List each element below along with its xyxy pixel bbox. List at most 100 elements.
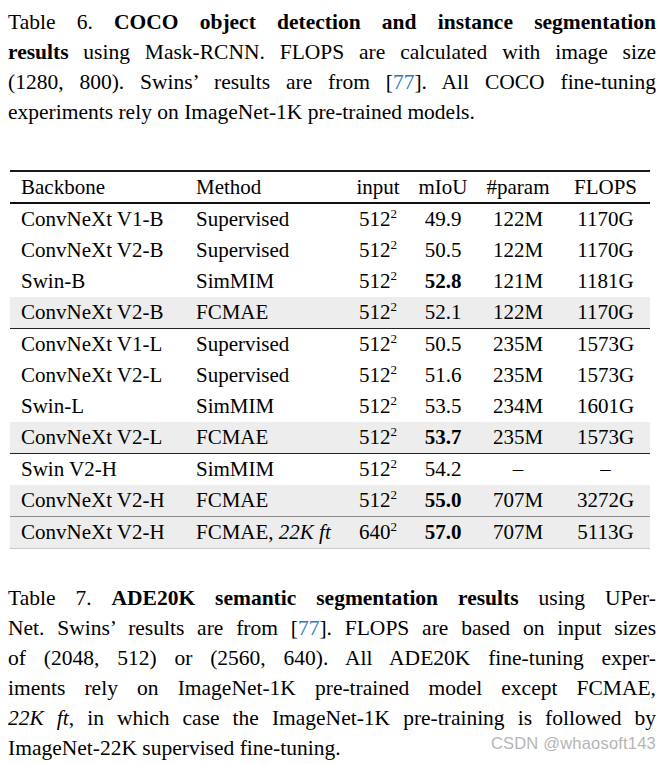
cell-param: 122M bbox=[475, 300, 561, 325]
method-text: FCMAE bbox=[196, 488, 268, 512]
input-exponent: 2 bbox=[390, 456, 397, 471]
cell-method: FCMAE bbox=[185, 488, 345, 513]
input-exponent: 2 bbox=[390, 299, 397, 314]
cell-input: 5122 bbox=[345, 332, 411, 357]
caption-line: iments rely on ImageNet-1K pre-trained m… bbox=[8, 673, 656, 703]
cell-backbone: ConvNeXt V1-B bbox=[10, 207, 185, 232]
cell-miou: 50.5 bbox=[411, 332, 475, 357]
cell-param: 235M bbox=[475, 363, 561, 388]
caption-text-segment: results bbox=[8, 40, 69, 64]
cell-input: 5122 bbox=[345, 457, 411, 482]
cell-miou: 49.9 bbox=[411, 207, 475, 232]
caption-text-segment: ImageNet-22K supervised fine-tuning. bbox=[8, 736, 341, 760]
cell-input: 5122 bbox=[345, 394, 411, 419]
input-exponent: 2 bbox=[390, 331, 397, 346]
caption-line: results using Mask-RCNN. FLOPS are calcu… bbox=[8, 37, 656, 67]
table-row: Swin V2-HSimMIM512254.2–– bbox=[10, 454, 650, 485]
cell-param: 121M bbox=[475, 269, 561, 294]
method-text: SimMIM bbox=[196, 394, 274, 418]
caption-text-segment: of (2048, 512) or (2560, 640). All ADE20… bbox=[8, 646, 656, 670]
caption-text-segment: (1280, 800). Swins’ results are from [ bbox=[8, 70, 393, 94]
table-row: ConvNeXt V2-LSupervised512251.6235M1573G bbox=[10, 360, 650, 391]
caption-text-segment: ]. FLOPS are based on input sizes bbox=[319, 616, 656, 640]
cell-miou: 52.1 bbox=[411, 300, 475, 325]
method-text: SimMIM bbox=[196, 457, 274, 481]
cell-input: 5122 bbox=[345, 207, 411, 232]
input-exponent: 2 bbox=[390, 362, 397, 377]
method-text: Supervised bbox=[196, 238, 289, 262]
cell-flops: – bbox=[561, 457, 650, 482]
input-exponent: 2 bbox=[390, 519, 397, 534]
cell-method: SimMIM bbox=[185, 457, 345, 482]
input-exponent: 2 bbox=[390, 393, 397, 408]
input-size: 512 bbox=[359, 269, 391, 293]
cell-backbone: ConvNeXt V2-H bbox=[10, 488, 185, 513]
input-exponent: 2 bbox=[390, 206, 397, 221]
column-header: mIoU bbox=[411, 175, 475, 200]
cell-param: – bbox=[475, 457, 561, 482]
cell-method: SimMIM bbox=[185, 394, 345, 419]
input-exponent: 2 bbox=[390, 268, 397, 283]
cell-method: FCMAE, 22K ft bbox=[185, 520, 345, 545]
cell-miou: 50.5 bbox=[411, 238, 475, 263]
cell-flops: 1170G bbox=[561, 300, 650, 325]
cell-flops: 1170G bbox=[561, 238, 650, 263]
citation-link[interactable]: 77 bbox=[298, 616, 320, 640]
cell-backbone: ConvNeXt V2-B bbox=[10, 238, 185, 263]
table-row: ConvNeXt V2-BFCMAE512252.1122M1170G bbox=[10, 297, 650, 329]
citation-link[interactable]: 77 bbox=[393, 70, 415, 94]
caption-text-segment: , in which case the ImageNet-1K pre-trai… bbox=[69, 706, 656, 730]
cell-input: 5122 bbox=[345, 269, 411, 294]
cell-flops: 1170G bbox=[561, 207, 650, 232]
cell-miou: 53.5 bbox=[411, 394, 475, 419]
cell-input: 5122 bbox=[345, 363, 411, 388]
cell-flops: 1573G bbox=[561, 363, 650, 388]
caption-line: Net. Swins’ results are from [77]. FLOPS… bbox=[8, 613, 656, 643]
method-text: FCMAE bbox=[196, 425, 268, 449]
cell-method: Supervised bbox=[185, 332, 345, 357]
table-row: ConvNeXt V1-LSupervised512250.5235M1573G bbox=[10, 329, 650, 360]
cell-miou: 52.8 bbox=[411, 269, 475, 294]
column-header: Backbone bbox=[10, 175, 185, 200]
cell-param: 707M bbox=[475, 488, 561, 513]
cell-flops: 1601G bbox=[561, 394, 650, 419]
cell-method: SimMIM bbox=[185, 269, 345, 294]
cell-backbone: Swin-B bbox=[10, 269, 185, 294]
caption-text-segment: iments rely on ImageNet-1K pre-trained m… bbox=[8, 676, 656, 700]
caption-text-segment: using Mask-RCNN. FLOPS are calculated wi… bbox=[69, 40, 656, 64]
caption-text-segment: COCO object detection and instance segme… bbox=[114, 10, 656, 34]
csdn-watermark: CSDN @whaosoft143 bbox=[491, 734, 656, 753]
cell-param: 122M bbox=[475, 238, 561, 263]
cell-input: 5122 bbox=[345, 238, 411, 263]
input-size: 512 bbox=[359, 457, 391, 481]
input-size: 512 bbox=[359, 425, 391, 449]
input-size: 512 bbox=[359, 363, 391, 387]
input-size: 512 bbox=[359, 300, 391, 324]
caption-line: of (2048, 512) or (2560, 640). All ADE20… bbox=[8, 643, 656, 673]
caption-line: experiments rely on ImageNet-1K pre-trai… bbox=[8, 97, 656, 127]
cell-method: Supervised bbox=[185, 238, 345, 263]
input-exponent: 2 bbox=[390, 424, 397, 439]
cell-param: 234M bbox=[475, 394, 561, 419]
caption-text-segment: ]. All COCO fine-tuning bbox=[414, 70, 656, 94]
cell-param: 707M bbox=[475, 520, 561, 545]
table-row: ConvNeXt V2-HFCMAE, 22K ft640257.0707M51… bbox=[10, 517, 650, 548]
column-header: input bbox=[345, 175, 411, 200]
caption-line: Table 7. ADE20K semantic segmentation re… bbox=[8, 583, 656, 613]
caption-text-segment: Table 6. bbox=[8, 10, 114, 34]
cell-miou: 55.0 bbox=[411, 488, 475, 513]
cell-input: 5122 bbox=[345, 300, 411, 325]
cell-miou: 51.6 bbox=[411, 363, 475, 388]
table-row: ConvNeXt V2-B Supervised 512250.5122M1170G bbox=[10, 235, 650, 266]
method-text: FCMAE, bbox=[196, 520, 279, 544]
cell-flops: 1181G bbox=[561, 269, 650, 294]
cell-backbone: ConvNeXt V2-B bbox=[10, 300, 185, 325]
cell-method: Supervised bbox=[185, 207, 345, 232]
cell-param: 235M bbox=[475, 332, 561, 357]
cell-flops: 5113G bbox=[561, 520, 650, 545]
method-text: Supervised bbox=[196, 207, 289, 231]
cell-flops: 1573G bbox=[561, 425, 650, 450]
caption-line: (1280, 800). Swins’ results are from [77… bbox=[8, 67, 656, 97]
cell-method: Supervised bbox=[185, 363, 345, 388]
table6-caption: Table 6. COCO object detection and insta… bbox=[8, 7, 656, 127]
